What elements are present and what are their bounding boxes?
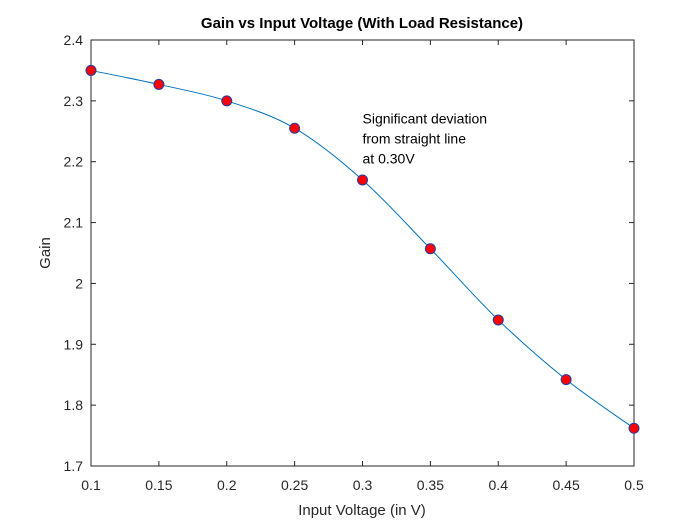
y-tick-label: 1.7 [64, 458, 84, 474]
data-point [289, 122, 301, 134]
x-tick-label: 0.25 [281, 477, 308, 493]
x-tick-label: 0.45 [553, 477, 580, 493]
x-axis-ticks: 0.1 0.15 0.2 0.25 0.3 0.35 0.4 0.45 0.5 [81, 40, 644, 493]
y-tick-label: 2.3 [64, 93, 84, 109]
y-tick-label: 1.8 [64, 397, 84, 413]
y-tick-label: 2.4 [64, 32, 84, 48]
y-tick-label: 2 [75, 275, 83, 291]
x-tick-label: 0.1 [81, 477, 101, 493]
y-tick-label: 1.9 [64, 336, 84, 352]
x-tick-label: 0.5 [624, 477, 644, 493]
data-point [560, 374, 572, 386]
data-point [492, 314, 504, 326]
y-tick-label: 2.2 [64, 154, 84, 170]
y-axis-label: Gain [37, 237, 54, 269]
x-tick-label: 0.3 [353, 477, 373, 493]
data-point [85, 64, 97, 76]
x-tick-label: 0.2 [217, 477, 237, 493]
y-axis-ticks: 1.7 1.8 1.9 2 2.1 2.2 2.3 2.4 [64, 32, 634, 474]
data-point [424, 243, 436, 255]
data-point [357, 174, 368, 186]
annotation-layer: Significant deviation from straight line a… [363, 111, 488, 167]
data-point [153, 78, 165, 90]
x-tick-label: 0.4 [489, 477, 509, 493]
series-layer [85, 64, 640, 434]
chart-title: Gain vs Input Voltage (With Load Resista… [201, 15, 523, 32]
annotation-text-line: at 0.30V [363, 151, 416, 167]
data-point [628, 422, 640, 434]
x-tick-label: 0.15 [145, 477, 172, 493]
annotation-text-line: Significant deviation [363, 111, 488, 127]
x-axis-label: Input Voltage (in V) [298, 502, 426, 519]
x-tick-label: 0.35 [417, 477, 444, 493]
annotation-text-line: from straight line [363, 131, 467, 147]
y-tick-label: 2.1 [64, 215, 84, 231]
data-point [221, 95, 233, 107]
plot-area [90, 39, 635, 467]
